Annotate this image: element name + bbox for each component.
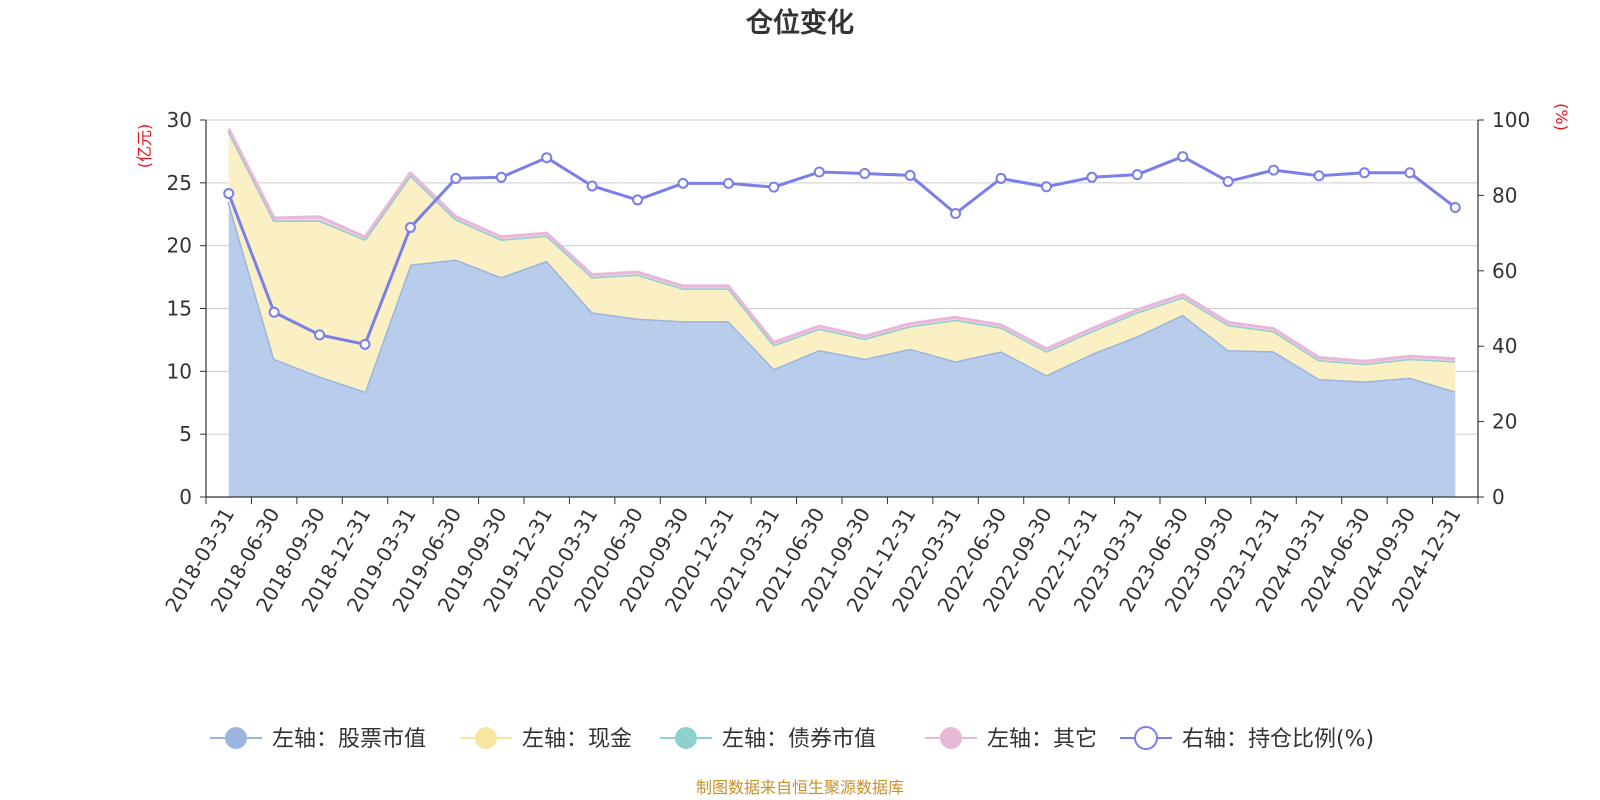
ratio-point-2021-09-30 [859, 168, 871, 180]
right-tick-label-0: 0 [1492, 485, 1505, 509]
ratio-point-2022-06-30 [995, 172, 1007, 184]
ratio-point-2019-06-30 [450, 172, 462, 184]
legend-marker-1 [225, 727, 247, 749]
data-source-note: 制图数据来自恒生聚源数据库 [696, 778, 904, 797]
legend-marker-2 [475, 727, 497, 749]
chart-title: 仓位变化 [745, 7, 854, 39]
ratio-point-2023-09-30 [1222, 175, 1234, 187]
ratio-line-series [223, 151, 1461, 350]
right-axis-unit: (%) [1552, 103, 1571, 131]
left-axis-unit: (亿元) [135, 124, 154, 169]
area-line-4 [227, 128, 1456, 363]
right-tick-label-100: 100 [1492, 108, 1530, 132]
ratio-point-2024-06-30 [1358, 167, 1370, 179]
ratio-point-2021-03-31 [768, 181, 780, 193]
left-tick-label-25: 25 [167, 171, 192, 195]
ratio-point-2019-03-31 [404, 221, 416, 233]
ratio-point-2024-03-31 [1313, 170, 1325, 182]
left-tick-label-15: 15 [167, 297, 192, 321]
ratio-point-2018-09-30 [314, 329, 326, 341]
legend-label-5: 右轴：持仓比例(%) [1182, 727, 1374, 752]
ratio-point-2023-12-31 [1268, 164, 1280, 176]
right-tick-label-80: 80 [1492, 183, 1517, 207]
ratio-point-2020-03-31 [586, 180, 598, 192]
ratio-point-2018-12-31 [359, 338, 371, 350]
right-tick-label-40: 40 [1492, 334, 1517, 358]
ratio-point-2024-09-30 [1404, 167, 1416, 179]
ratio-point-2018-03-31 [223, 188, 235, 200]
right-tick-label-20: 20 [1492, 410, 1517, 434]
ratio-point-2018-06-30 [268, 306, 280, 318]
left-tick-label-10: 10 [167, 359, 192, 383]
ratio-point-2021-12-31 [904, 169, 916, 181]
legend-marker-5 [1134, 726, 1158, 750]
left-tick-label-20: 20 [167, 234, 192, 258]
legend-marker-4 [940, 727, 962, 749]
ratio-point-2019-09-30 [495, 171, 507, 183]
area-2 [228, 131, 1456, 392]
legend-marker-3 [675, 727, 697, 749]
ratio-point-2022-09-30 [1040, 181, 1052, 193]
legend-label-2: 左轴：现金 [522, 727, 632, 752]
ratio-point-2019-12-31 [541, 152, 553, 164]
ratio-point-2021-06-30 [813, 166, 825, 178]
legend-label-4: 左轴：其它 [987, 727, 1097, 752]
ratio-point-2022-03-31 [950, 207, 962, 219]
left-tick-label-30: 30 [167, 108, 192, 132]
left-tick-label-0: 0 [179, 485, 192, 509]
area-1 [228, 201, 1456, 497]
left-tick-label-5: 5 [179, 422, 192, 446]
ratio-line [227, 155, 1457, 346]
ratio-point-2024-12-31 [1449, 201, 1461, 213]
area-series [227, 128, 1456, 497]
legend-label-1: 左轴：股票市值 [272, 727, 426, 752]
ratio-point-2020-12-31 [722, 177, 734, 189]
ratio-point-2023-03-31 [1131, 169, 1143, 181]
legend: 左轴：股票市值 左轴：现金 左轴：债券市值 左轴：其它 右轴：持仓比例(%) [210, 726, 1374, 752]
right-tick-label-60: 60 [1492, 259, 1517, 283]
ratio-point-2020-06-30 [632, 194, 644, 206]
ratio-point-2023-06-30 [1177, 151, 1189, 163]
ratio-point-2022-12-31 [1086, 171, 1098, 183]
ratio-point-2020-09-30 [677, 177, 689, 189]
legend-label-3: 左轴：债券市值 [722, 727, 876, 752]
